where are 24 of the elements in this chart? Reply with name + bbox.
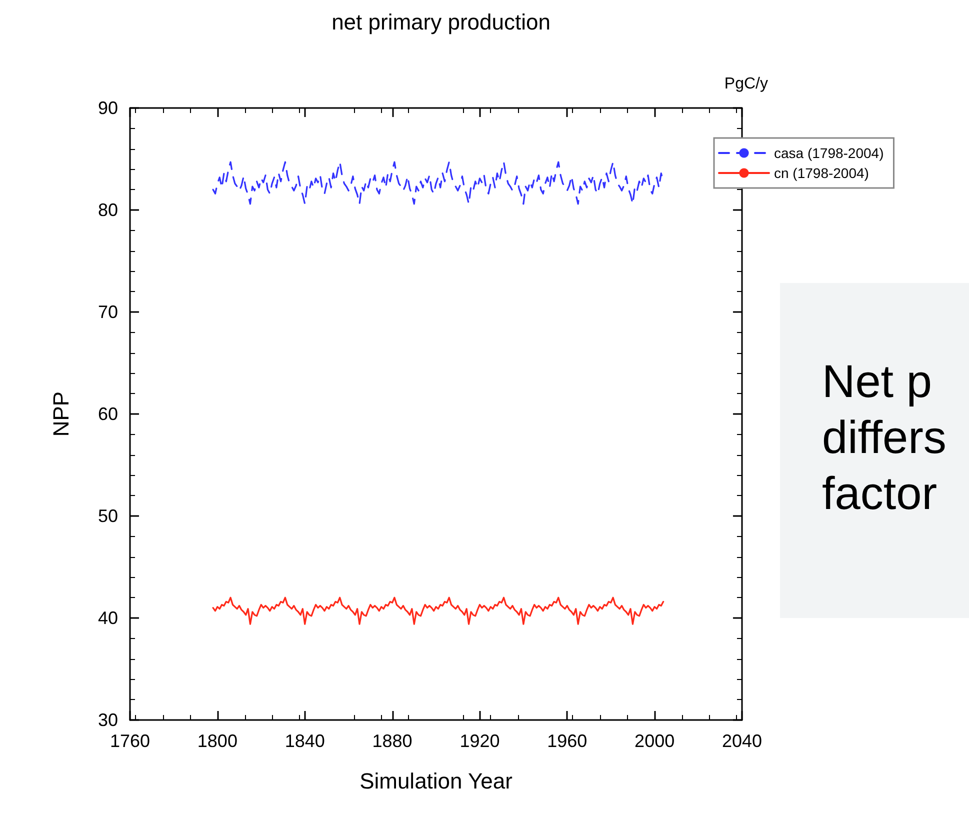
y-tick-label: 60: [98, 404, 118, 424]
x-tick-label: 2040: [722, 731, 762, 751]
legend-label: casa (1798-2004): [774, 145, 884, 161]
x-tick-label: 1760: [110, 731, 150, 751]
x-tick-label: 1880: [372, 731, 412, 751]
text: PgC/y: [724, 76, 768, 92]
y-axis-title: NPP: [48, 391, 74, 437]
text: Net p: [822, 355, 932, 407]
text: factor: [822, 467, 938, 519]
y-tick-label: 80: [98, 200, 118, 220]
y-tick-label: 50: [98, 506, 118, 526]
chart-title: net primary production: [332, 10, 550, 34]
text: differs: [822, 411, 946, 463]
y-tick-label: 30: [98, 710, 118, 730]
x-tick-label: 1800: [197, 731, 238, 751]
x-axis-title: Simulation Year: [360, 768, 512, 794]
x-tick-label: 1840: [284, 731, 325, 751]
legend-label: cn (1798-2004): [774, 165, 869, 181]
x-tick-label: 2000: [634, 731, 675, 751]
y-tick-label: 70: [98, 302, 118, 322]
x-tick-label: 1920: [460, 731, 500, 751]
x-tick-label: 1960: [547, 731, 588, 751]
y-tick-label: 40: [98, 608, 118, 628]
y-tick-label: 90: [98, 98, 118, 118]
